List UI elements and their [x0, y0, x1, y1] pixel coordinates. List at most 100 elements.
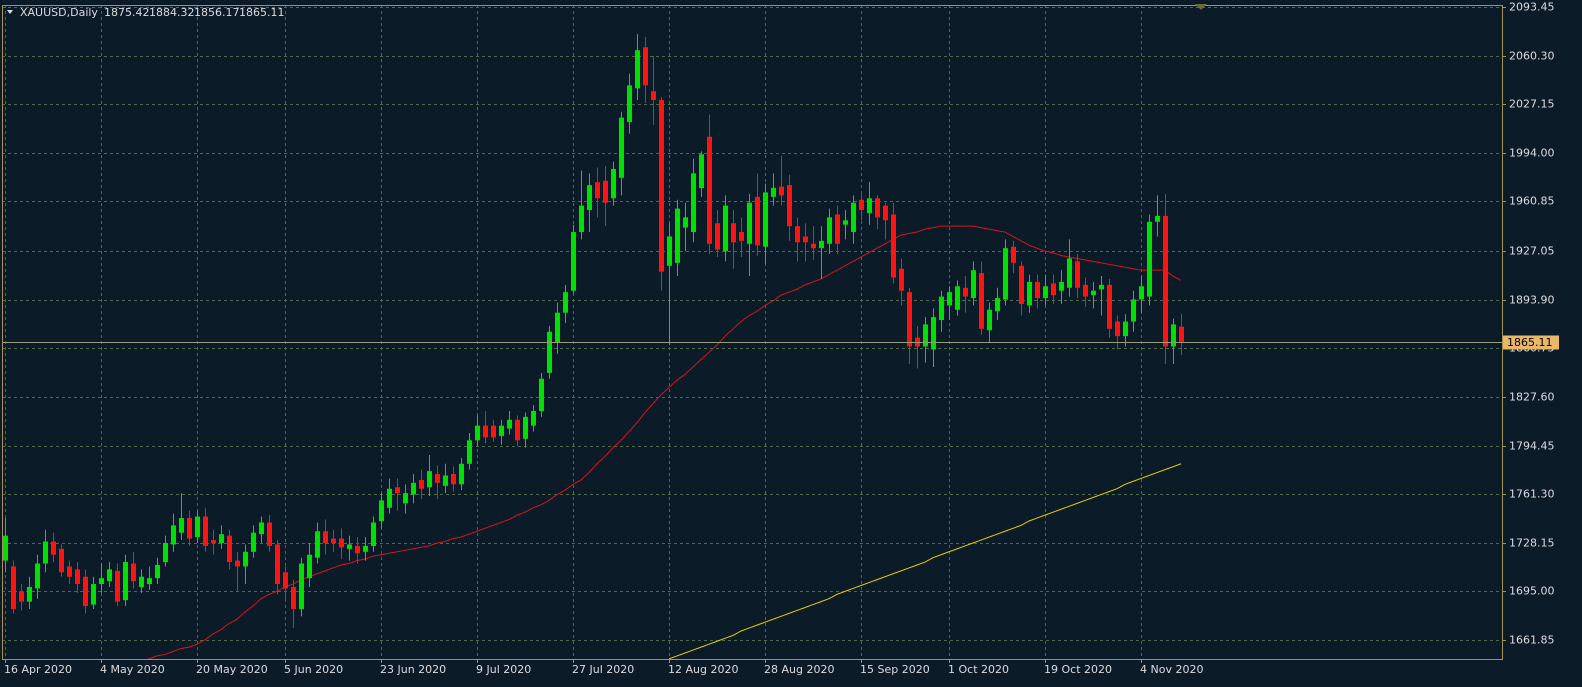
y-tick-label: 2093.45 [1509, 1, 1555, 14]
candle-body [1091, 290, 1096, 296]
symbol-title: XAUUSD,Daily [20, 6, 98, 19]
candle-body [547, 331, 552, 373]
candle-body [763, 192, 768, 247]
candle-body [755, 196, 760, 246]
candle-body [787, 185, 792, 227]
candle-body [779, 186, 784, 196]
candle-body [1003, 248, 1008, 300]
candle-body [99, 578, 104, 585]
candle-body [1019, 265, 1024, 304]
candle-body [179, 518, 184, 533]
x-tick-label: 12 Aug 2020 [668, 663, 738, 676]
candle-body [803, 236, 808, 243]
candle-body [1067, 258, 1072, 288]
candle-body [331, 538, 336, 543]
candle-body [827, 217, 832, 244]
candle-body [1131, 299, 1136, 322]
candle-body [323, 531, 328, 543]
candle-body [187, 518, 192, 539]
collapse-arrow[interactable] [7, 10, 13, 14]
candle-body [1051, 283, 1056, 296]
x-tick-label: 5 Jun 2020 [284, 663, 343, 676]
candle-body [699, 154, 704, 189]
y-tick-label: 1761.30 [1509, 488, 1555, 501]
candle-body [75, 569, 80, 585]
candle-body [467, 440, 472, 464]
candle-body [387, 488, 392, 508]
x-tick-label: 4 May 2020 [100, 663, 165, 676]
candle-body [1139, 286, 1144, 300]
candle-body [147, 578, 152, 585]
candle-body [819, 240, 824, 249]
candle-body [987, 309, 992, 331]
candle-body [131, 563, 136, 582]
close-value: 1865.11 [239, 6, 285, 19]
candle-body [499, 425, 504, 436]
candle-body [1155, 215, 1160, 222]
candle-body [115, 570, 120, 602]
candle-body [259, 522, 264, 535]
grid [2, 5, 1502, 659]
candle-body [931, 317, 936, 350]
x-tick-label: 28 Aug 2020 [764, 663, 834, 676]
candle-body [531, 410, 536, 426]
candle-body [123, 562, 128, 601]
x-tick-label: 19 Oct 2020 [1044, 663, 1112, 676]
x-tick-label: 16 Apr 2020 [4, 663, 72, 676]
candle-body [1099, 284, 1104, 290]
candle-body [411, 482, 416, 495]
shift-marker [1195, 4, 1207, 10]
candle-body [923, 324, 928, 347]
y-tick-label: 1728.15 [1509, 537, 1555, 550]
candle-body [963, 287, 968, 297]
candle-body [155, 564, 160, 579]
candle-body [491, 425, 496, 438]
candle-body [3, 535, 8, 561]
candle-body [19, 591, 24, 602]
candle-body [603, 180, 608, 203]
candle-body [1035, 281, 1040, 299]
candle-body [35, 563, 40, 589]
plot-frame [2, 5, 1503, 660]
candle-body [859, 199, 864, 211]
candle-body [435, 474, 440, 483]
high-value: 1884.32 [149, 6, 195, 19]
candle-body [851, 202, 856, 233]
candle-body [739, 232, 744, 241]
candle-body [475, 425, 480, 441]
candle-body [979, 273, 984, 329]
candle-body [875, 198, 880, 218]
candle-body [11, 566, 16, 609]
candle-body [171, 525, 176, 545]
candle-body [283, 572, 288, 589]
candle-body [395, 487, 400, 494]
plot-area [2, 34, 1502, 659]
candle-body [315, 531, 320, 558]
candle-body [627, 85, 632, 123]
y-tick-label: 2060.30 [1509, 50, 1555, 63]
candle-body [571, 232, 576, 291]
candle-body [483, 425, 488, 438]
candle-body [107, 569, 112, 582]
candle-body [43, 541, 48, 564]
candle-body [307, 554, 312, 579]
candle-body [955, 286, 960, 310]
candle-body [219, 534, 224, 543]
candle-body [1171, 324, 1176, 347]
x-tick-label: 20 May 2020 [196, 663, 268, 676]
y-tick-label: 1927.05 [1509, 245, 1555, 258]
candle-body [723, 205, 728, 252]
candle-body [795, 226, 800, 243]
candle-body [619, 117, 624, 178]
candle-body [267, 522, 272, 546]
candle-body [1179, 326, 1184, 342]
candle-body [635, 50, 640, 89]
x-tick-label: 23 Jun 2020 [380, 663, 446, 676]
candle-body [611, 168, 616, 199]
candle-body [1115, 321, 1120, 337]
candle-body [747, 202, 752, 244]
candle-body [91, 584, 96, 605]
candle-body [459, 463, 464, 485]
candle-body [971, 270, 976, 299]
